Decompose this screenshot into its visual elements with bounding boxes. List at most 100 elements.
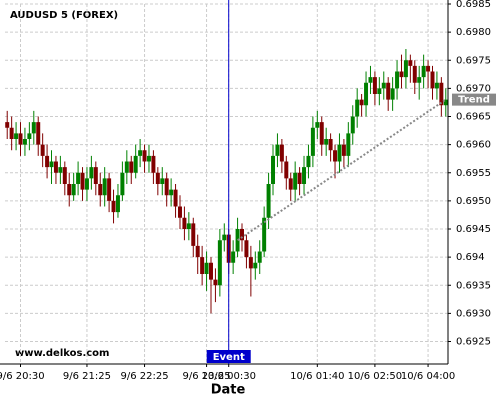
candle-body bbox=[169, 189, 174, 196]
candle-body bbox=[27, 133, 32, 139]
candle-body bbox=[417, 77, 422, 83]
candle-body bbox=[319, 122, 324, 145]
x-tick-label: 9/6 22:25 bbox=[120, 371, 168, 382]
candle-body bbox=[133, 155, 138, 173]
y-tick-label: 0.6965 bbox=[456, 112, 491, 123]
candle-body bbox=[195, 245, 200, 258]
candle-body bbox=[434, 82, 439, 89]
candle-body bbox=[124, 161, 129, 173]
candle-body bbox=[36, 122, 41, 145]
candle-body bbox=[71, 184, 76, 196]
x-tick-label: 10/6 00:30 bbox=[201, 371, 255, 382]
candle-body bbox=[315, 122, 320, 128]
candle-body bbox=[395, 71, 400, 89]
candle-body bbox=[58, 167, 63, 173]
candle-body bbox=[333, 150, 338, 162]
candle-body bbox=[53, 161, 58, 173]
candle-body bbox=[426, 65, 431, 72]
candle-body bbox=[182, 217, 187, 229]
candle-body bbox=[160, 178, 165, 184]
candle-body bbox=[151, 155, 156, 173]
candle-body bbox=[9, 127, 14, 139]
trend-line bbox=[237, 98, 447, 242]
y-tick-label: 0.6985 bbox=[456, 0, 491, 10]
candle-body bbox=[164, 178, 169, 196]
candle-body bbox=[111, 200, 116, 213]
candle-body bbox=[89, 167, 94, 179]
y-tick-label: 0.6970 bbox=[456, 83, 491, 94]
y-tick-label: 0.6935 bbox=[456, 280, 491, 291]
x-tick-label: 10/6 01:40 bbox=[290, 371, 344, 382]
candle-body bbox=[18, 133, 23, 145]
candle-body bbox=[399, 71, 404, 78]
x-tick-label: 9/6 21:25 bbox=[63, 371, 111, 382]
candle-body bbox=[186, 223, 191, 229]
candle-body bbox=[386, 82, 391, 100]
candle-body bbox=[177, 206, 182, 218]
y-tick-label: 0.6955 bbox=[456, 168, 491, 179]
candle-body bbox=[209, 262, 213, 280]
chart-title: AUDUSD 5 (FOREX) bbox=[10, 10, 118, 21]
candle-body bbox=[355, 99, 360, 117]
candle-body bbox=[403, 60, 408, 78]
candle-body bbox=[49, 161, 54, 168]
candle-body bbox=[412, 65, 417, 83]
candle-body bbox=[138, 150, 143, 156]
candle-body bbox=[408, 60, 413, 66]
candle-body bbox=[324, 139, 329, 145]
y-tick-label: 0.6950 bbox=[456, 196, 491, 207]
candle-body bbox=[364, 82, 369, 106]
candle-body bbox=[240, 229, 244, 241]
candle-body bbox=[328, 139, 333, 151]
trend-label: Trend bbox=[458, 95, 490, 106]
candle-body bbox=[297, 172, 302, 184]
x-tick-label: 10/6 04:00 bbox=[401, 371, 455, 382]
candle-body bbox=[142, 150, 147, 162]
y-tick-label: 0.6980 bbox=[456, 27, 491, 38]
candle-body bbox=[204, 262, 209, 274]
y-tick-label: 0.6930 bbox=[456, 308, 491, 319]
candle-body bbox=[5, 122, 10, 128]
event-label: Event bbox=[213, 352, 245, 363]
y-tick-label: 0.6975 bbox=[456, 55, 491, 66]
candle-body bbox=[275, 144, 280, 156]
x-tick-label: 9/6 23:25 bbox=[183, 371, 231, 382]
candle-body bbox=[200, 257, 205, 274]
candle-body bbox=[372, 77, 377, 94]
candle-body bbox=[98, 184, 103, 196]
candle-body bbox=[288, 178, 293, 190]
candle-body bbox=[439, 82, 444, 106]
candle-body bbox=[155, 172, 160, 184]
candle-body bbox=[146, 155, 151, 162]
x-tick-label: 10/6 02:50 bbox=[348, 371, 402, 382]
y-tick-label: 0.6960 bbox=[456, 140, 491, 151]
candle-body bbox=[107, 178, 112, 201]
candle-body bbox=[266, 184, 271, 218]
candle-body bbox=[293, 172, 298, 190]
candle-body bbox=[231, 251, 236, 263]
candle-body bbox=[377, 88, 382, 94]
candle-body bbox=[279, 144, 284, 162]
candle-body bbox=[84, 178, 89, 190]
candle-body bbox=[381, 82, 386, 89]
candle-body bbox=[359, 99, 364, 106]
candle-body bbox=[350, 116, 355, 134]
x-tick-label: 9/6 20:30 bbox=[0, 371, 45, 382]
candle-body bbox=[62, 167, 67, 184]
candle-body bbox=[76, 172, 81, 184]
trend-label-box bbox=[452, 93, 496, 106]
candle-body bbox=[31, 122, 36, 134]
candle-body bbox=[102, 178, 107, 196]
candle-body bbox=[115, 195, 120, 213]
candle-body bbox=[443, 99, 448, 106]
candle-body bbox=[430, 71, 435, 89]
candle-body bbox=[244, 240, 249, 258]
candle-body bbox=[14, 133, 19, 139]
candle-body bbox=[306, 155, 311, 168]
candle-body bbox=[45, 155, 50, 168]
event-label-box bbox=[206, 350, 251, 363]
candle-body bbox=[222, 234, 227, 241]
candle-body bbox=[302, 167, 307, 184]
y-tick-label: 0.694 bbox=[456, 252, 485, 263]
